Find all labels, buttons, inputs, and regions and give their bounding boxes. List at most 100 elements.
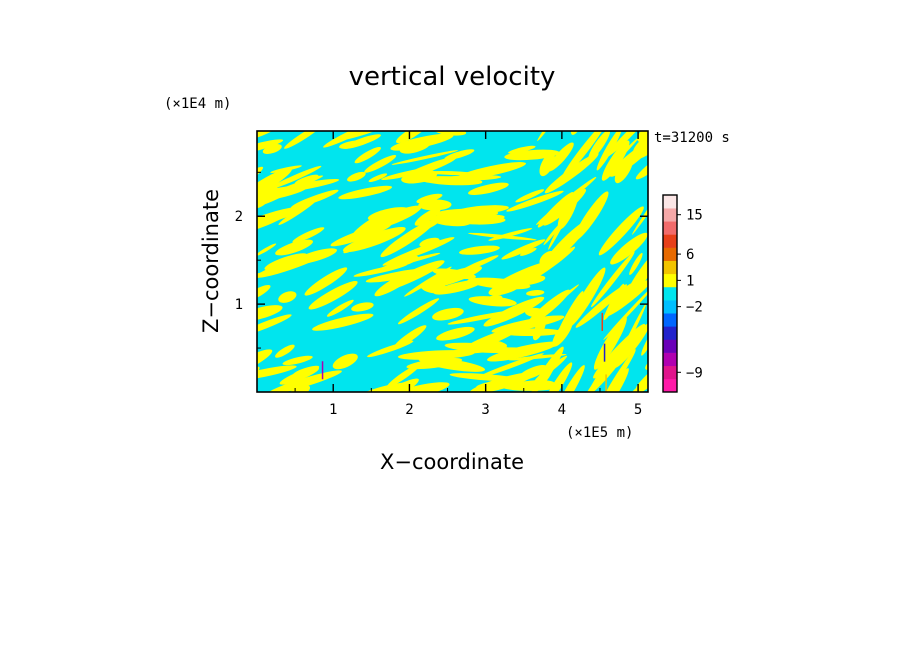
field-band (262, 144, 282, 154)
field-band (257, 212, 288, 232)
field-band (518, 364, 548, 381)
field-band (561, 131, 607, 180)
field-band (419, 176, 483, 186)
field-band (391, 150, 459, 165)
field-band (483, 295, 503, 305)
field-band (627, 361, 648, 392)
field-band (525, 284, 580, 328)
field-band (290, 189, 339, 209)
chart-title: vertical velocity (349, 62, 556, 92)
field-band (284, 131, 324, 149)
x-axis-title: X−coordinate (380, 450, 524, 474)
field-band (636, 351, 648, 388)
field-band (257, 167, 292, 204)
field-band (456, 162, 527, 180)
field-band (636, 138, 648, 159)
colorbar-segment (663, 221, 677, 235)
field-band (588, 131, 611, 161)
colorbar-frame (662, 194, 678, 393)
field-band (338, 185, 393, 200)
field-band (416, 193, 443, 204)
field-band (543, 222, 562, 246)
field-band (323, 131, 384, 148)
field-band (454, 110, 503, 133)
colorbar-segment (663, 234, 677, 248)
field-band (604, 278, 648, 318)
field-band (418, 357, 486, 372)
field-band (257, 314, 292, 337)
field-band (614, 156, 634, 184)
colorbar-segment (663, 300, 677, 314)
field-band (404, 266, 452, 297)
field-band (356, 382, 414, 392)
field-band (414, 207, 441, 226)
field-band (382, 237, 455, 266)
field-band (326, 299, 354, 317)
field-band (332, 353, 358, 370)
field-band (386, 364, 421, 388)
field-band (598, 206, 644, 256)
field-band (282, 355, 313, 366)
field-band (396, 131, 427, 144)
field-band (381, 167, 434, 180)
field-band (364, 155, 397, 173)
field-band (376, 209, 403, 227)
field-band (257, 349, 273, 378)
field-band (436, 326, 475, 341)
field-band (257, 183, 280, 210)
x-tick-label: 4 (558, 402, 566, 418)
field-band (444, 149, 475, 160)
heatmap-field (243, 110, 648, 392)
field-band (270, 165, 302, 173)
field-band (601, 140, 630, 181)
x-tick-label: 5 (634, 402, 642, 418)
colorbar-segment (663, 208, 677, 222)
field-band (468, 182, 509, 195)
field-band (606, 131, 648, 158)
field-band (622, 110, 645, 133)
colorbar-label: −2 (686, 300, 703, 316)
field-band (397, 298, 440, 325)
field-band (278, 291, 297, 303)
field-band (267, 165, 322, 190)
colorbar-segment (663, 352, 677, 367)
colorbar-segment (663, 313, 677, 327)
field-band (275, 344, 295, 358)
time-label: t=31200 s (654, 130, 730, 146)
field-band (292, 227, 325, 243)
field-band (500, 328, 563, 337)
field-band (279, 367, 320, 385)
field-band (487, 341, 558, 362)
field-band (635, 148, 648, 180)
field-band (483, 296, 545, 327)
colorbar-label: 1 (686, 273, 694, 289)
field-band (637, 131, 648, 142)
field-band (539, 152, 555, 177)
field-band (433, 279, 483, 295)
field-band (587, 368, 629, 392)
field-band (374, 270, 417, 297)
colorbar-label: −9 (686, 365, 703, 381)
field-band (275, 239, 313, 256)
field-band (629, 252, 643, 275)
field-band (632, 136, 648, 155)
field-band (641, 328, 648, 356)
field-band (506, 190, 564, 212)
field-band (429, 215, 471, 227)
x-tick-label: 3 (481, 402, 489, 418)
field-band (243, 111, 297, 131)
x-unit-label: (×1E5 m) (566, 425, 633, 441)
field-band (544, 152, 599, 194)
field-band (342, 226, 406, 253)
field-band (257, 365, 297, 381)
field-band (552, 318, 573, 347)
colorbar-label: 15 (686, 208, 703, 224)
colorbar-segment (663, 339, 677, 353)
field-band (399, 139, 431, 154)
field-band (351, 302, 374, 312)
y-axis: 12 (235, 171, 648, 349)
field-band (447, 310, 515, 325)
x-tick-label: 2 (405, 402, 413, 418)
field-band (477, 339, 508, 349)
